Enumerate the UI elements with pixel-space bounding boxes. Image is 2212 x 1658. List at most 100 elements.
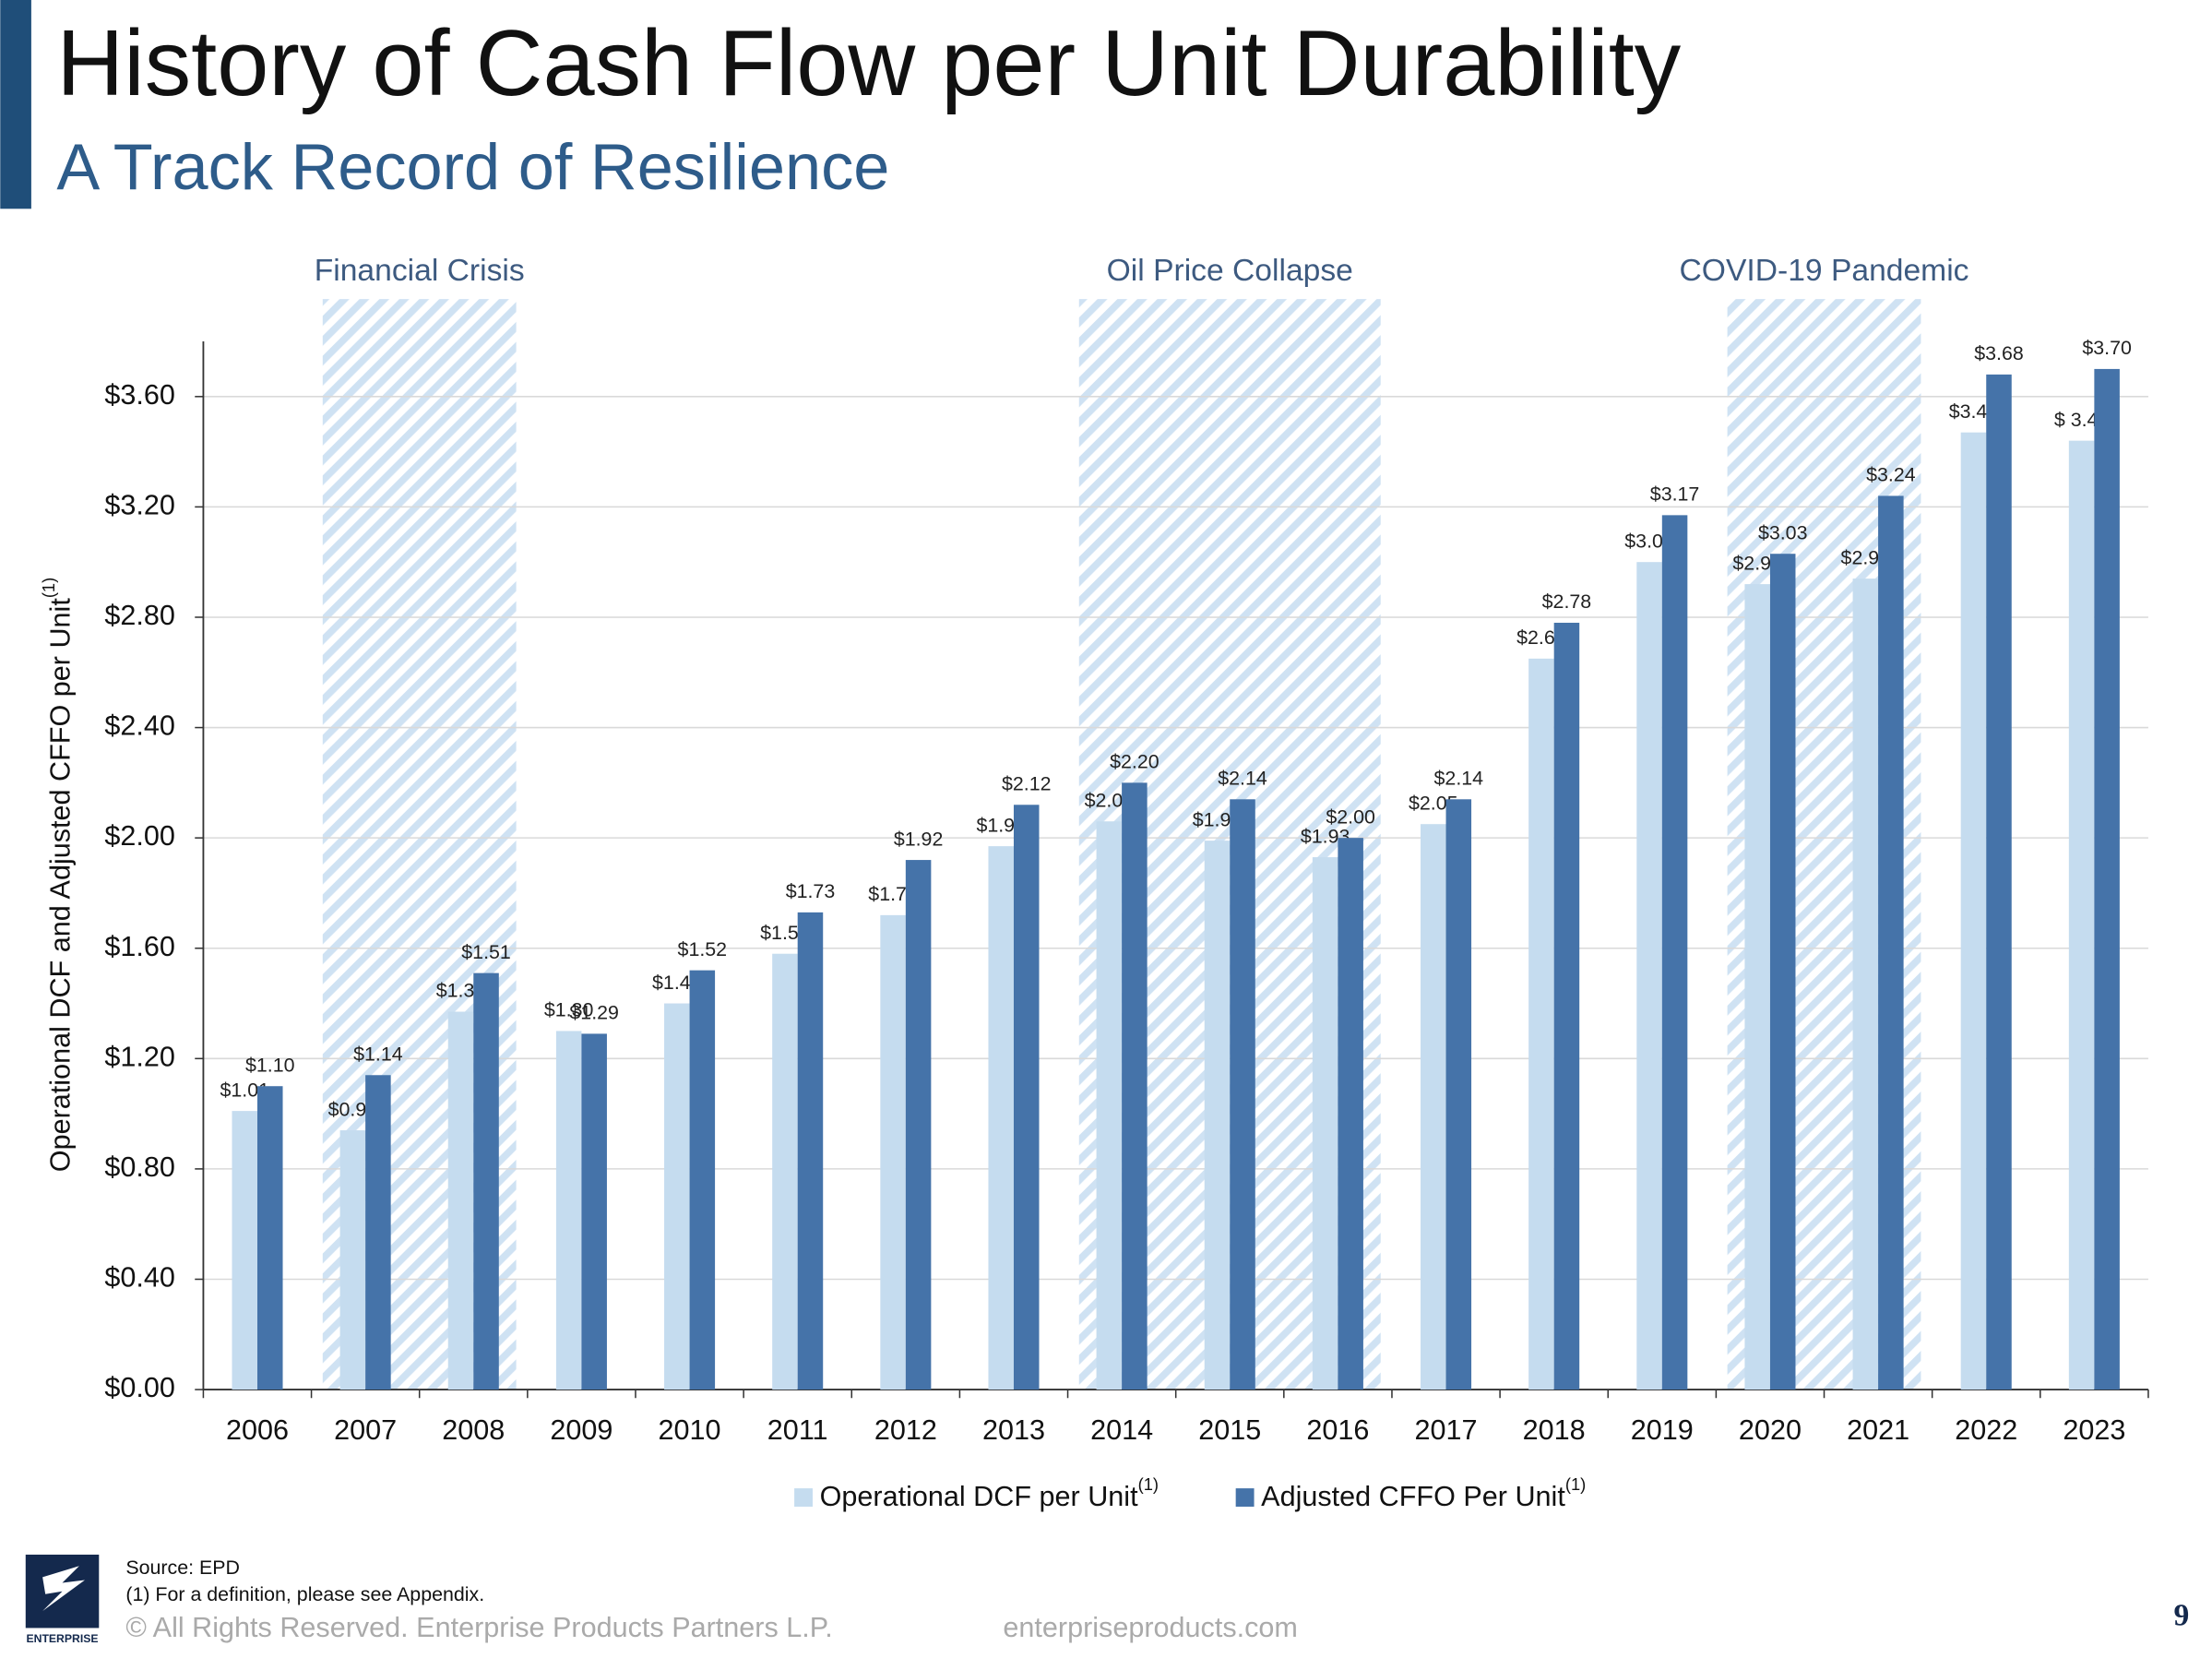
legend-name: Adjusted CFFO Per Unit [1261,1481,1565,1512]
value-label: $2.06 [1085,789,1135,811]
x-tick-label: 2019 [1631,1414,1694,1446]
x-tick-label: 2023 [2063,1414,2125,1446]
bar [1661,515,1688,1390]
bar [1122,782,1148,1390]
bar [988,846,1014,1390]
bar [1528,658,1554,1390]
value-label: $3.70 [2082,337,2132,359]
bar [772,953,798,1390]
y-axis-label-note: (1) [39,578,58,598]
legend-swatch [794,1488,813,1507]
y-tick-label: $3.20 [104,489,175,520]
value-label: $1.52 [678,938,728,960]
footnote: (1) For a definition, please see Appendi… [125,1583,484,1605]
value-label: $2.78 [1542,590,1592,613]
plot: $0.00 $0.40 $0.80 $1.20 $1.60 $2.00 $2.40 $2.80… [104,337,2149,1446]
bar [473,972,499,1390]
y-tick-label: $0.40 [104,1262,175,1294]
bar [1960,432,1987,1390]
shaded-period-label: Financial Crisis [315,254,525,288]
value-label: $3.24 [1866,464,1916,486]
shaded-period-label: Oil Price Collapse [1107,254,1353,288]
value-label: $2.14 [1434,768,1484,790]
x-tick-label: 2014 [1090,1414,1153,1446]
logo-bolt [42,1566,85,1612]
x-tick-label: 2012 [874,1414,937,1446]
bar [1312,857,1338,1390]
bar [339,1130,366,1390]
legend-note: (1) [1565,1474,1586,1494]
legend-note: (1) [1138,1474,1159,1494]
x-tick-label: 2017 [1415,1414,1478,1446]
bar [1636,562,1662,1390]
bar [1421,824,1446,1390]
bar [664,1003,690,1390]
bar [2068,440,2095,1390]
slide-title: History of Cash Flow per Unit Durability [56,12,1681,115]
bar [1986,374,2012,1390]
value-label: $1.10 [245,1054,295,1076]
bar [1769,554,1796,1390]
bar [1096,821,1123,1390]
bar [880,914,906,1390]
page-number: 9 [2173,1598,2189,1632]
x-tick-label: 2007 [334,1414,397,1446]
bar [1445,799,1472,1390]
legend: Operational DCF per Unit(1) Adjusted CFFO… [794,1474,1586,1512]
bar [1744,584,1770,1390]
bar [1013,805,1040,1390]
y-tick-label: $0.00 [104,1372,175,1403]
value-label: $1.30 [544,999,594,1021]
x-tick-label: 2006 [226,1414,289,1446]
bar [1852,579,1879,1390]
x-tick-label: 2009 [550,1414,612,1446]
value-label: $2.12 [1002,773,1052,795]
bar [555,1031,582,1390]
bar [365,1075,391,1390]
value-label: $1.37 [436,980,486,1002]
value-label: $3.68 [1974,342,2024,364]
y-tick-label: $2.40 [104,710,175,742]
value-label: $2.20 [1110,751,1160,773]
x-tick-label: 2020 [1739,1414,1802,1446]
legend-entry: Operational DCF per Unit(1) [820,1474,1159,1512]
x-tick-label: 2015 [1198,1414,1261,1446]
bar [1230,799,1255,1390]
bar [1553,622,1580,1390]
y-axis-label: Operational DCF and Adjusted CFFO per Un… [39,578,77,1172]
y-tick-label: $1.60 [104,931,175,962]
source: Source: EPD [125,1557,240,1579]
y-tick-label: $0.80 [104,1151,175,1183]
y-axis-label-text: Operational DCF and Adjusted CFFO per Un… [45,598,77,1173]
x-tick-label: 2008 [442,1414,505,1446]
bar [1204,841,1231,1390]
value-label: $2.00 [1326,805,1375,828]
bar [689,970,716,1390]
x-tick-label: 2013 [982,1414,1045,1446]
value-label: $1.14 [353,1044,403,1066]
x-tick-label: 2018 [1523,1414,1586,1446]
bar [905,860,932,1390]
value-label: $1.51 [461,941,511,963]
value-label: $3.17 [1650,483,1700,506]
shaded-period-label: COVID-19 Pandemic [1680,254,1969,288]
slide-subtitle: A Track Record of Resilience [56,130,889,203]
bar [447,1011,474,1390]
value-label: $1.01 [220,1079,269,1101]
value-label: $1.29 [569,1002,619,1024]
accent-bar [0,0,31,209]
y-tick-label: $2.80 [104,600,175,631]
website: enterpriseproducts.com [1003,1612,1298,1643]
value-label: $1.92 [894,828,944,850]
x-tick-label: 2022 [1955,1414,2017,1446]
value-label: $2.14 [1218,768,1267,790]
logo-text: ENTERPRISE [26,1632,98,1645]
bar [581,1033,607,1390]
x-tick-label: 2011 [767,1414,828,1446]
copyright: © All Rights Reserved. Enterprise Produc… [125,1612,832,1643]
bar [1878,495,1904,1390]
value-label: $1.73 [786,880,836,902]
logo: ENTERPRISE [25,1554,100,1645]
